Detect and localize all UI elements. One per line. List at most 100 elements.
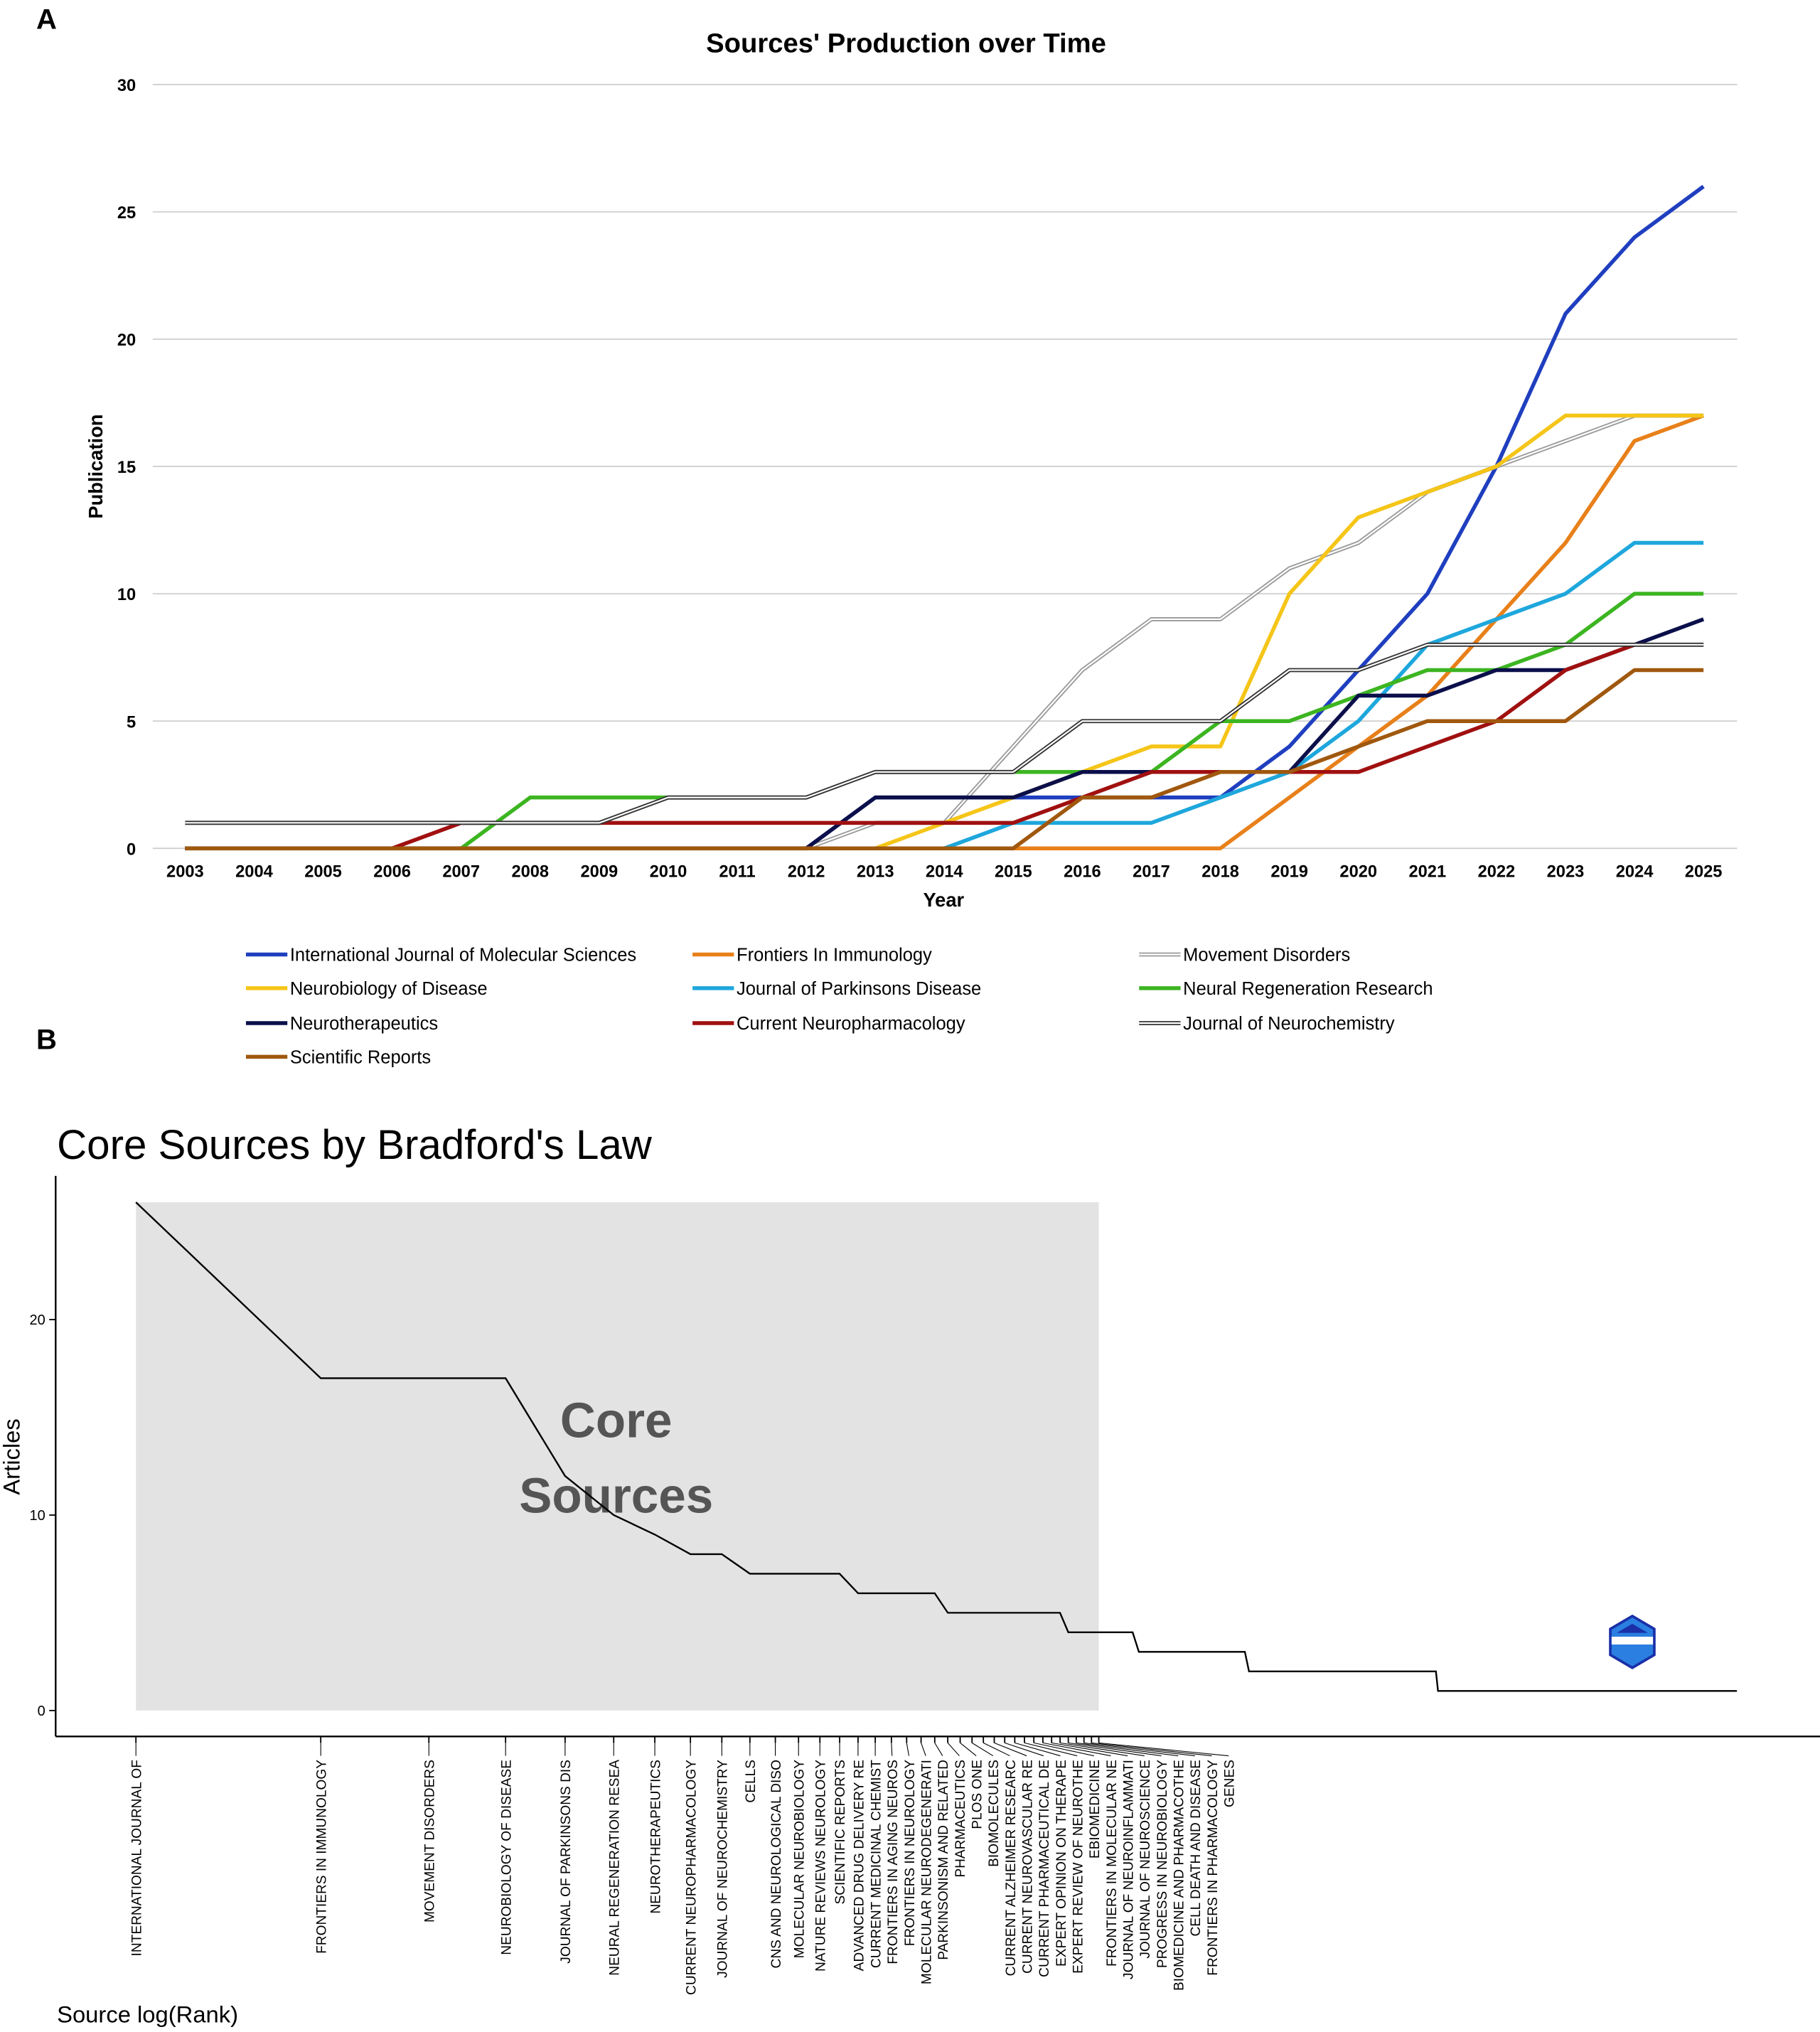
series-line-3: [185, 413, 1704, 850]
series-line-0: [185, 185, 1705, 850]
x-tick-label: 2003: [166, 862, 204, 881]
label-leader-line: [1015, 1742, 1061, 1757]
label-leader-line: [971, 1742, 994, 1757]
source-label: MOLECULAR NEUROBIOLOGY: [793, 1760, 808, 1959]
chart-b-y-label: Articles: [0, 1418, 24, 1494]
source-label: CELLS: [744, 1760, 759, 1803]
x-tick-label: 2004: [235, 862, 273, 881]
series-line-inner-2: [185, 415, 1704, 850]
chart-a-y-ticks: 0 5 10 15 20 25 30: [117, 77, 136, 859]
y-tick-label: 30: [117, 77, 136, 95]
x-tick-label: 2013: [857, 862, 894, 881]
x-tick-label: 2006: [373, 862, 411, 881]
bibliometrix-logo: [1609, 1614, 1656, 1669]
label-leader-line: [947, 1742, 960, 1756]
legend-label: Neural Regeneration Research: [1183, 979, 1433, 999]
series-line-1: [185, 413, 1705, 850]
x-tick-label: 2008: [511, 862, 549, 881]
label-leader-line: [906, 1743, 909, 1756]
x-tick-label: 2019: [1270, 862, 1308, 881]
chart-a-gridlines: [152, 84, 1738, 850]
source-label: NATURE REVIEWS NEUROLOGY: [814, 1760, 829, 1972]
source-label: EXPERT REVIEW OF NEUROTHE: [1071, 1760, 1086, 1974]
x-tick-label: 2011: [719, 862, 755, 881]
core-annotation-line2: Sources: [519, 1467, 713, 1523]
source-label: PARKINSONISM AND RELATED: [936, 1760, 951, 1960]
core-annotation-line1: Core: [560, 1393, 673, 1448]
source-label: NEURAL REGENERATION RESEA: [608, 1760, 623, 1976]
series-line-inner-8: [185, 643, 1704, 824]
x-tick-label: 2024: [1616, 862, 1654, 881]
label-leader-line: [921, 1743, 926, 1756]
source-label: NEUROBIOLOGY OF DISEASE: [499, 1760, 514, 1955]
source-label: ADVANCED DRUG DELIVERY RE: [852, 1760, 867, 1971]
legend-label: Frontiers In Immunology: [737, 946, 932, 966]
source-label: PHARMACEUTICS: [953, 1760, 968, 1878]
source-label: CELL DEATH AND DISEASE: [1189, 1760, 1204, 1937]
source-label: JOURNAL OF NEUROSCIENCE: [1138, 1760, 1153, 1959]
source-label: EBIOMEDICINE: [1088, 1760, 1103, 1859]
y-tick-label: 0: [38, 1704, 46, 1719]
label-leader-line: [1068, 1742, 1162, 1757]
x-tick-label: 2005: [304, 862, 342, 881]
label-leader-line: [1060, 1742, 1145, 1757]
series-line-4: [185, 540, 1704, 850]
x-tick-label: 2021: [1408, 862, 1446, 881]
chart-a-x-label: Year: [923, 889, 964, 911]
label-leader-line: [1083, 1742, 1195, 1757]
panel-label-b: B: [36, 1024, 57, 1055]
label-leader-line: [1051, 1742, 1128, 1757]
y-tick-label: 5: [127, 713, 136, 732]
x-tick-label: 2022: [1478, 862, 1516, 881]
y-tick-label: 20: [29, 1312, 45, 1328]
legend-label: Neurotherapeutics: [290, 1014, 438, 1034]
source-label: FRONTIERS IN PHARMACOLOGY: [1206, 1760, 1221, 1976]
source-label: GENES: [1223, 1760, 1238, 1807]
label-leader-line: [1076, 1742, 1179, 1757]
label-leader-line: [1091, 1742, 1212, 1757]
source-label: FRONTIERS IN NEUROLOGY: [903, 1760, 918, 1947]
label-leader-line: [983, 1742, 1010, 1757]
source-label: CURRENT NEUROPHARMACOLOGY: [684, 1760, 699, 1995]
series-line-7: [185, 643, 1704, 850]
source-label: PLOS ONE: [970, 1760, 985, 1829]
source-label: SCIENTIFIC REPORTS: [833, 1760, 848, 1905]
source-label: BIOMEDICINE AND PHARMACOTHE: [1172, 1760, 1187, 1991]
chart-b-y-ticks: 0 10 20: [29, 1312, 56, 1719]
source-label: MOLECULAR NEURODEGENERATI: [919, 1760, 934, 1984]
source-label: CURRENT ALZHEIMER RESEARC: [1004, 1760, 1019, 1977]
source-label: FRONTIERS IN IMMUNOLOGY: [314, 1760, 329, 1954]
label-leader-line: [1024, 1742, 1078, 1757]
panel-label-a: A: [36, 4, 57, 36]
source-label: JOURNAL OF NEUROCHEMISTRY: [716, 1760, 731, 1978]
label-leader-line: [934, 1743, 943, 1756]
y-tick-label: 25: [117, 204, 136, 223]
legend-label: Neurobiology of Disease: [290, 979, 488, 999]
source-label: FRONTIERS IN MOLECULAR NE: [1105, 1760, 1120, 1967]
bradford-curve: [135, 1202, 1738, 1692]
x-tick-label: 2007: [442, 862, 480, 881]
y-tick-label: 15: [117, 459, 136, 477]
x-tick-label: 2023: [1547, 862, 1585, 881]
source-label: CNS AND NEUROLOGICAL DISO: [769, 1760, 784, 1968]
y-tick-label: 10: [117, 586, 136, 604]
label-leader-line: [1034, 1742, 1094, 1757]
label-leader-line: [994, 1742, 1027, 1757]
x-tick-label: 2010: [650, 862, 687, 881]
chart-a-title: Sources' Production over Time: [706, 28, 1106, 58]
source-label: PROGRESS IN NEUROBIOLOGY: [1155, 1760, 1170, 1968]
core-sources-zone: [136, 1202, 1099, 1711]
x-tick-label: 2015: [995, 862, 1032, 881]
source-label: NEUROTHERAPEUTICS: [648, 1760, 663, 1914]
y-tick-label: 20: [117, 331, 136, 350]
source-label: CURRENT PHARMACEUTICAL DE: [1037, 1760, 1052, 1977]
chart-b-title: Core Sources by Bradford's Law: [57, 1122, 653, 1168]
label-leader-line: [960, 1742, 977, 1756]
chart-a-series: [185, 185, 1705, 851]
source-label: CURRENT NEUROVASCULAR RE: [1021, 1760, 1036, 1974]
series-line-2: [185, 413, 1704, 851]
x-tick-label: 2012: [788, 862, 825, 881]
source-label: MOVEMENT DISORDERS: [423, 1760, 438, 1923]
legend-label: Current Neuropharmacology: [737, 1014, 965, 1034]
y-tick-label: 10: [29, 1508, 45, 1524]
